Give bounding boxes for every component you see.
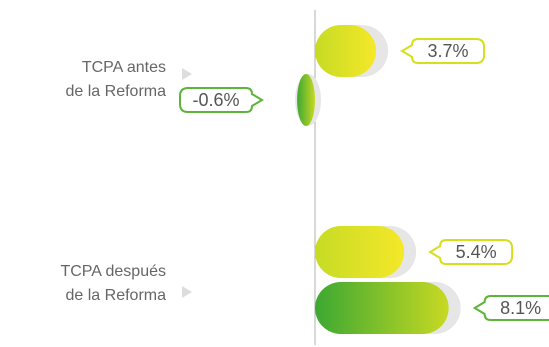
arrow-marker-icon bbox=[182, 286, 192, 298]
bar bbox=[315, 226, 405, 278]
data-label: -0.6% bbox=[192, 90, 239, 110]
bar bbox=[297, 74, 315, 126]
data-label: 8.1% bbox=[500, 298, 541, 318]
value-callout bbox=[400, 38, 486, 64]
category-label: de la Reforma bbox=[66, 287, 167, 304]
category-label: de la Reforma bbox=[66, 83, 167, 100]
category-label: TCPA antes bbox=[82, 59, 166, 76]
value-callout bbox=[472, 295, 549, 321]
bar bbox=[315, 282, 449, 334]
value-callout bbox=[179, 87, 264, 113]
value-callout bbox=[428, 239, 514, 265]
data-label: 5.4% bbox=[456, 242, 497, 262]
bar bbox=[315, 25, 377, 77]
arrow-marker-icon bbox=[182, 68, 192, 80]
category-label: TCPA después bbox=[60, 263, 166, 280]
data-label: 3.7% bbox=[428, 41, 469, 61]
